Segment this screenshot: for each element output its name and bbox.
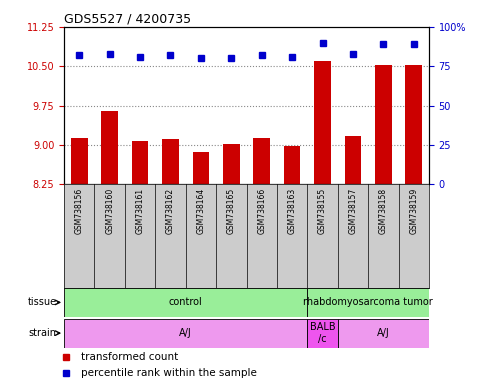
Bar (64, 288, 307, 317)
Text: GSM738164: GSM738164 (196, 187, 206, 234)
Text: GSM738159: GSM738159 (409, 187, 418, 234)
Text: GSM738158: GSM738158 (379, 187, 388, 233)
Text: GSM738165: GSM738165 (227, 187, 236, 234)
Text: rhabdomyosarcoma tumor: rhabdomyosarcoma tumor (303, 297, 433, 308)
Bar (405, 65, 422, 184)
Bar (102, 111, 118, 184)
Bar (162, 139, 179, 184)
Bar (64, 319, 307, 348)
Bar (314, 61, 331, 184)
Text: GSM738161: GSM738161 (136, 187, 144, 233)
Text: A/J: A/J (179, 328, 192, 338)
Bar (284, 146, 300, 184)
Text: control: control (169, 297, 203, 308)
Text: BALB
/c: BALB /c (310, 322, 335, 344)
Text: percentile rank within the sample: percentile rank within the sample (81, 368, 257, 378)
Bar (307, 288, 429, 317)
Text: GSM738156: GSM738156 (75, 187, 84, 234)
Text: GSM738166: GSM738166 (257, 187, 266, 234)
Text: tissue: tissue (28, 297, 57, 308)
Bar (345, 136, 361, 184)
Text: GSM738163: GSM738163 (287, 187, 297, 234)
Bar (307, 319, 338, 348)
Text: transformed count: transformed count (81, 352, 178, 362)
Text: GSM738160: GSM738160 (105, 187, 114, 234)
Bar (132, 141, 148, 184)
Text: GSM738162: GSM738162 (166, 187, 175, 233)
Text: A/J: A/J (377, 328, 389, 338)
Text: GDS5527 / 4200735: GDS5527 / 4200735 (64, 13, 191, 26)
Bar (71, 138, 88, 184)
Bar (193, 152, 209, 184)
Bar (253, 138, 270, 184)
Bar (338, 319, 429, 348)
Text: strain: strain (29, 328, 57, 338)
Text: GSM738155: GSM738155 (318, 187, 327, 234)
Bar (223, 144, 240, 184)
Bar (375, 65, 391, 184)
Text: GSM738157: GSM738157 (349, 187, 357, 234)
